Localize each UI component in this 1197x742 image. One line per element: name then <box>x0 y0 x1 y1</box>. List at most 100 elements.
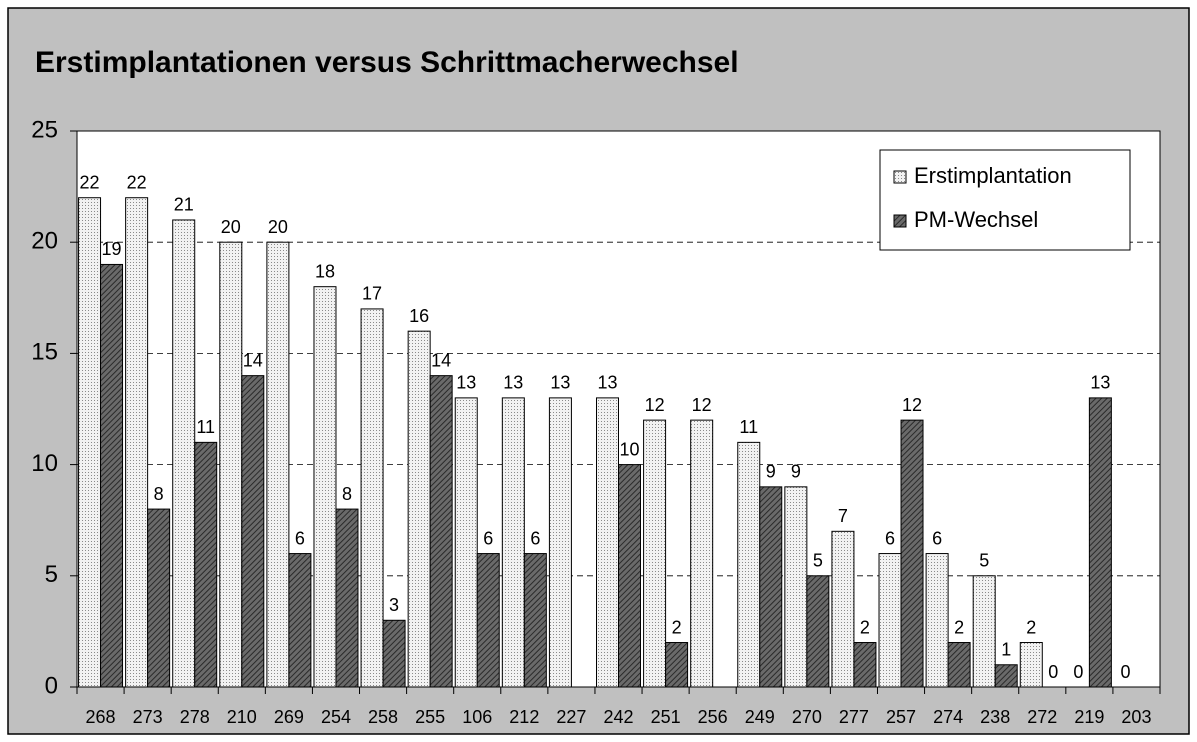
value-label: 12 <box>902 395 922 415</box>
x-tick-label: 210 <box>227 707 257 727</box>
value-label: 7 <box>838 506 848 526</box>
bar <box>618 464 641 688</box>
bar <box>759 486 783 688</box>
value-label: 14 <box>243 350 263 370</box>
bar <box>643 419 667 688</box>
x-tick-label: 227 <box>556 707 586 727</box>
value-label: 6 <box>530 528 540 548</box>
x-tick-label: 257 <box>886 707 916 727</box>
legend-box <box>879 149 1131 251</box>
value-label: 2 <box>954 617 964 637</box>
value-label: 21 <box>174 195 194 215</box>
bar <box>219 241 243 688</box>
value-label: 12 <box>645 395 665 415</box>
y-tick-label: 20 <box>31 228 58 255</box>
bar <box>947 642 971 688</box>
chart-title: Erstimplantationen versus Schrittmacherw… <box>35 46 739 79</box>
bar <box>241 375 265 688</box>
y-tick-label: 10 <box>31 450 58 477</box>
bar <box>476 553 500 688</box>
value-label: 9 <box>791 462 801 482</box>
x-tick-label: 203 <box>1121 707 1151 727</box>
value-label: 6 <box>932 528 942 548</box>
x-tick-label: 277 <box>839 707 869 727</box>
bar <box>194 441 218 688</box>
value-label: 0 <box>1073 662 1083 682</box>
bar <box>429 375 453 688</box>
value-label: 22 <box>127 172 147 192</box>
value-label: 3 <box>389 595 399 615</box>
bar <box>994 664 1018 688</box>
legend-label: PM-Wechsel <box>914 207 1038 232</box>
bar <box>831 530 855 688</box>
x-tick-label: 272 <box>1027 707 1057 727</box>
x-tick-label: 268 <box>86 707 116 727</box>
bar <box>1088 397 1112 688</box>
bar <box>172 219 196 688</box>
value-label: 2 <box>672 617 682 637</box>
value-label: 13 <box>597 373 617 393</box>
bar <box>737 441 761 688</box>
value-label: 9 <box>766 462 776 482</box>
x-tick-label: 249 <box>745 707 775 727</box>
x-tick-label: 278 <box>180 707 210 727</box>
bar <box>972 575 996 688</box>
value-label: 18 <box>315 261 335 281</box>
value-label: 6 <box>885 528 895 548</box>
value-label: 14 <box>431 350 451 370</box>
bar <box>335 508 359 688</box>
bar <box>100 263 124 688</box>
value-label: 20 <box>221 217 241 237</box>
value-label: 2 <box>1026 617 1036 637</box>
x-tick-label: 273 <box>133 707 163 727</box>
value-label: 11 <box>739 417 758 437</box>
bar <box>360 308 384 688</box>
bar <box>382 619 406 688</box>
value-label: 12 <box>692 395 712 415</box>
bar <box>288 553 312 688</box>
bar <box>501 397 525 688</box>
x-tick-label: 274 <box>933 707 963 727</box>
bar <box>407 330 431 688</box>
bar <box>454 397 478 688</box>
x-tick-label: 254 <box>321 707 351 727</box>
x-tick-label: 212 <box>509 707 539 727</box>
value-label: 13 <box>456 373 476 393</box>
bar <box>125 197 149 688</box>
value-label: 20 <box>268 217 288 237</box>
value-label: 11 <box>196 417 215 437</box>
bar <box>806 575 830 688</box>
y-tick-label: 0 <box>45 672 58 699</box>
value-label: 16 <box>409 306 429 326</box>
legend-swatch <box>893 170 907 184</box>
value-label: 22 <box>80 172 100 192</box>
value-label: 8 <box>154 484 164 504</box>
bar <box>1019 642 1043 688</box>
value-label: 2 <box>860 617 870 637</box>
bar <box>523 553 547 688</box>
x-tick-label: 256 <box>698 707 728 727</box>
value-label: 6 <box>295 528 305 548</box>
value-label: 10 <box>619 439 639 459</box>
y-tick-label: 15 <box>31 339 58 366</box>
bar <box>900 419 924 688</box>
x-tick-label: 242 <box>603 707 633 727</box>
y-tick-label: 25 <box>31 116 58 143</box>
value-label: 13 <box>1090 373 1110 393</box>
x-tick-label: 219 <box>1074 707 1104 727</box>
value-label: 17 <box>362 284 382 304</box>
value-label: 1 <box>1001 640 1011 660</box>
value-label: 13 <box>503 373 523 393</box>
value-label: 5 <box>813 551 823 571</box>
value-label: 0 <box>1120 662 1130 682</box>
bar <box>878 553 902 688</box>
bar <box>596 397 619 688</box>
bar <box>313 286 337 688</box>
bar <box>925 553 949 688</box>
value-label: 8 <box>342 484 352 504</box>
x-tick-label: 106 <box>462 707 492 727</box>
legend-label: Erstimplantation <box>914 163 1072 188</box>
bar <box>78 197 102 688</box>
y-tick-label: 5 <box>45 561 58 588</box>
